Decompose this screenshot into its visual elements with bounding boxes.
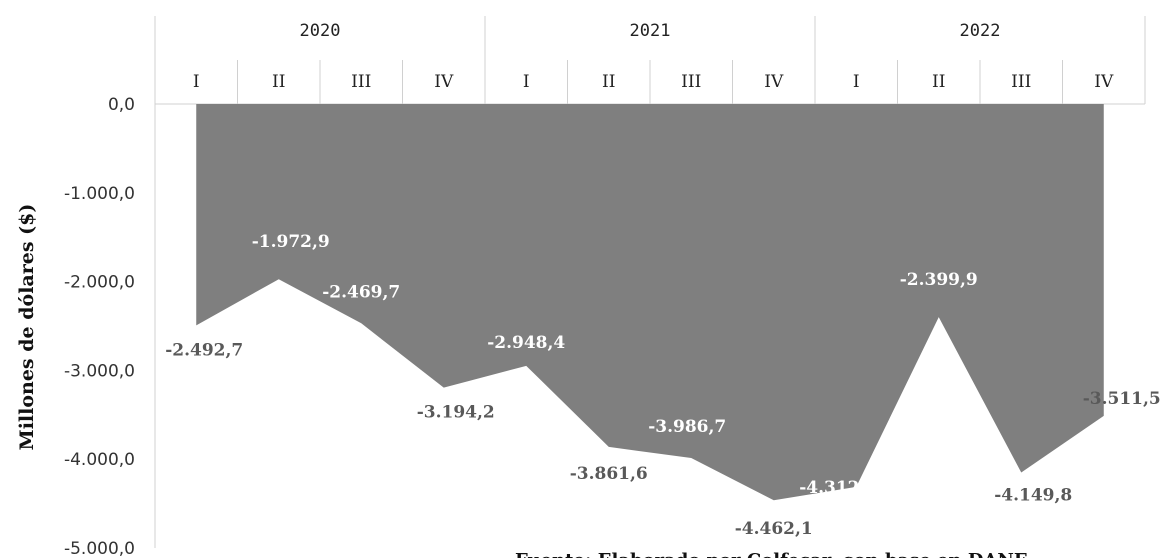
year-label: 2021 bbox=[630, 21, 671, 41]
data-label: -4.462,1 bbox=[735, 519, 813, 539]
source-note: Fuente: Elaborado por Colfecar, con base… bbox=[515, 550, 1028, 558]
x-tick-label: IV bbox=[434, 72, 454, 92]
x-tick-label: IV bbox=[764, 72, 784, 92]
y-tick-label: -5.000,0 bbox=[64, 539, 135, 558]
y-tick-label: 0,0 bbox=[108, 95, 135, 115]
x-tick-label: I bbox=[853, 72, 860, 92]
y-axis-title: Millones de dólares ($) bbox=[16, 204, 38, 451]
year-labels: 2020 2021 2022 bbox=[300, 21, 1001, 41]
data-label: -2.492,7 bbox=[165, 340, 243, 360]
data-label: -2.399,9 bbox=[900, 270, 978, 290]
data-label: -2.948,4 bbox=[487, 333, 565, 353]
x-tick-label: I bbox=[523, 72, 530, 92]
data-label: -3.194,2 bbox=[417, 403, 495, 423]
y-tick-label: -4.000,0 bbox=[64, 450, 135, 470]
data-label: -3.861,6 bbox=[570, 464, 648, 484]
x-tick-label: II bbox=[272, 72, 285, 92]
y-tick-label: -2.000,0 bbox=[64, 273, 135, 293]
x-tick-label: I bbox=[193, 72, 200, 92]
y-axis-ticks: 0,0 -1.000,0 -2.000,0 -3.000,0 -4.000,0 -5.00… bbox=[64, 95, 135, 558]
x-tick-label: III bbox=[681, 72, 701, 92]
data-label: -3.986,7 bbox=[648, 417, 726, 437]
data-label: -2.469,7 bbox=[322, 282, 400, 302]
year-label: 2022 bbox=[960, 21, 1001, 41]
data-labels: -2.492,7 -1.972,9 -2.469,7 -3.194,2 -2.948,4… bbox=[165, 232, 1161, 539]
y-tick-label: -3.000,0 bbox=[64, 361, 135, 381]
x-axis-ticks: I II III IV I II III IV I II III IV bbox=[193, 72, 1114, 92]
year-label: 2020 bbox=[300, 21, 341, 41]
data-label: -4.149,8 bbox=[994, 486, 1072, 506]
y-tick-label: -1.000,0 bbox=[64, 184, 135, 204]
x-tick-label: II bbox=[932, 72, 945, 92]
area-series bbox=[196, 104, 1104, 501]
x-tick-label: IV bbox=[1094, 72, 1114, 92]
data-label: -4.312,3 bbox=[799, 478, 877, 498]
x-tick-label: III bbox=[351, 72, 371, 92]
x-tick-label: II bbox=[602, 72, 615, 92]
x-tick-label: III bbox=[1011, 72, 1031, 92]
data-label: -1.972,9 bbox=[252, 232, 330, 252]
data-label: -3.511,5 bbox=[1083, 389, 1161, 409]
